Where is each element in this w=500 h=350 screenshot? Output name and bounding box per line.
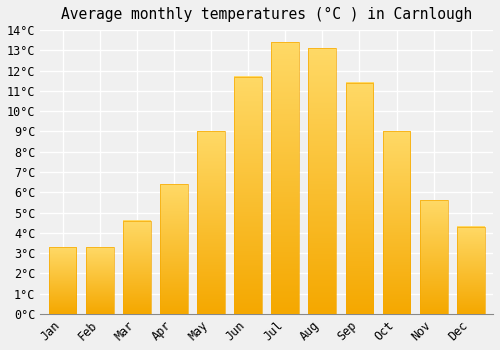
Bar <box>272 42 299 314</box>
Bar <box>48 247 76 314</box>
Bar <box>382 132 410 314</box>
Bar <box>457 227 484 314</box>
Bar <box>160 184 188 314</box>
Bar <box>86 247 114 314</box>
Bar <box>420 200 448 314</box>
Title: Average monthly temperatures (°C ) in Carnlough: Average monthly temperatures (°C ) in Ca… <box>61 7 472 22</box>
Bar <box>346 83 374 314</box>
Bar <box>123 220 150 314</box>
Bar <box>234 77 262 314</box>
Bar <box>308 48 336 314</box>
Bar <box>197 132 225 314</box>
